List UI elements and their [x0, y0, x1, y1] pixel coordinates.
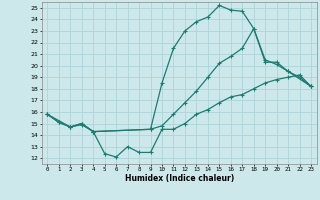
- X-axis label: Humidex (Indice chaleur): Humidex (Indice chaleur): [124, 174, 234, 183]
